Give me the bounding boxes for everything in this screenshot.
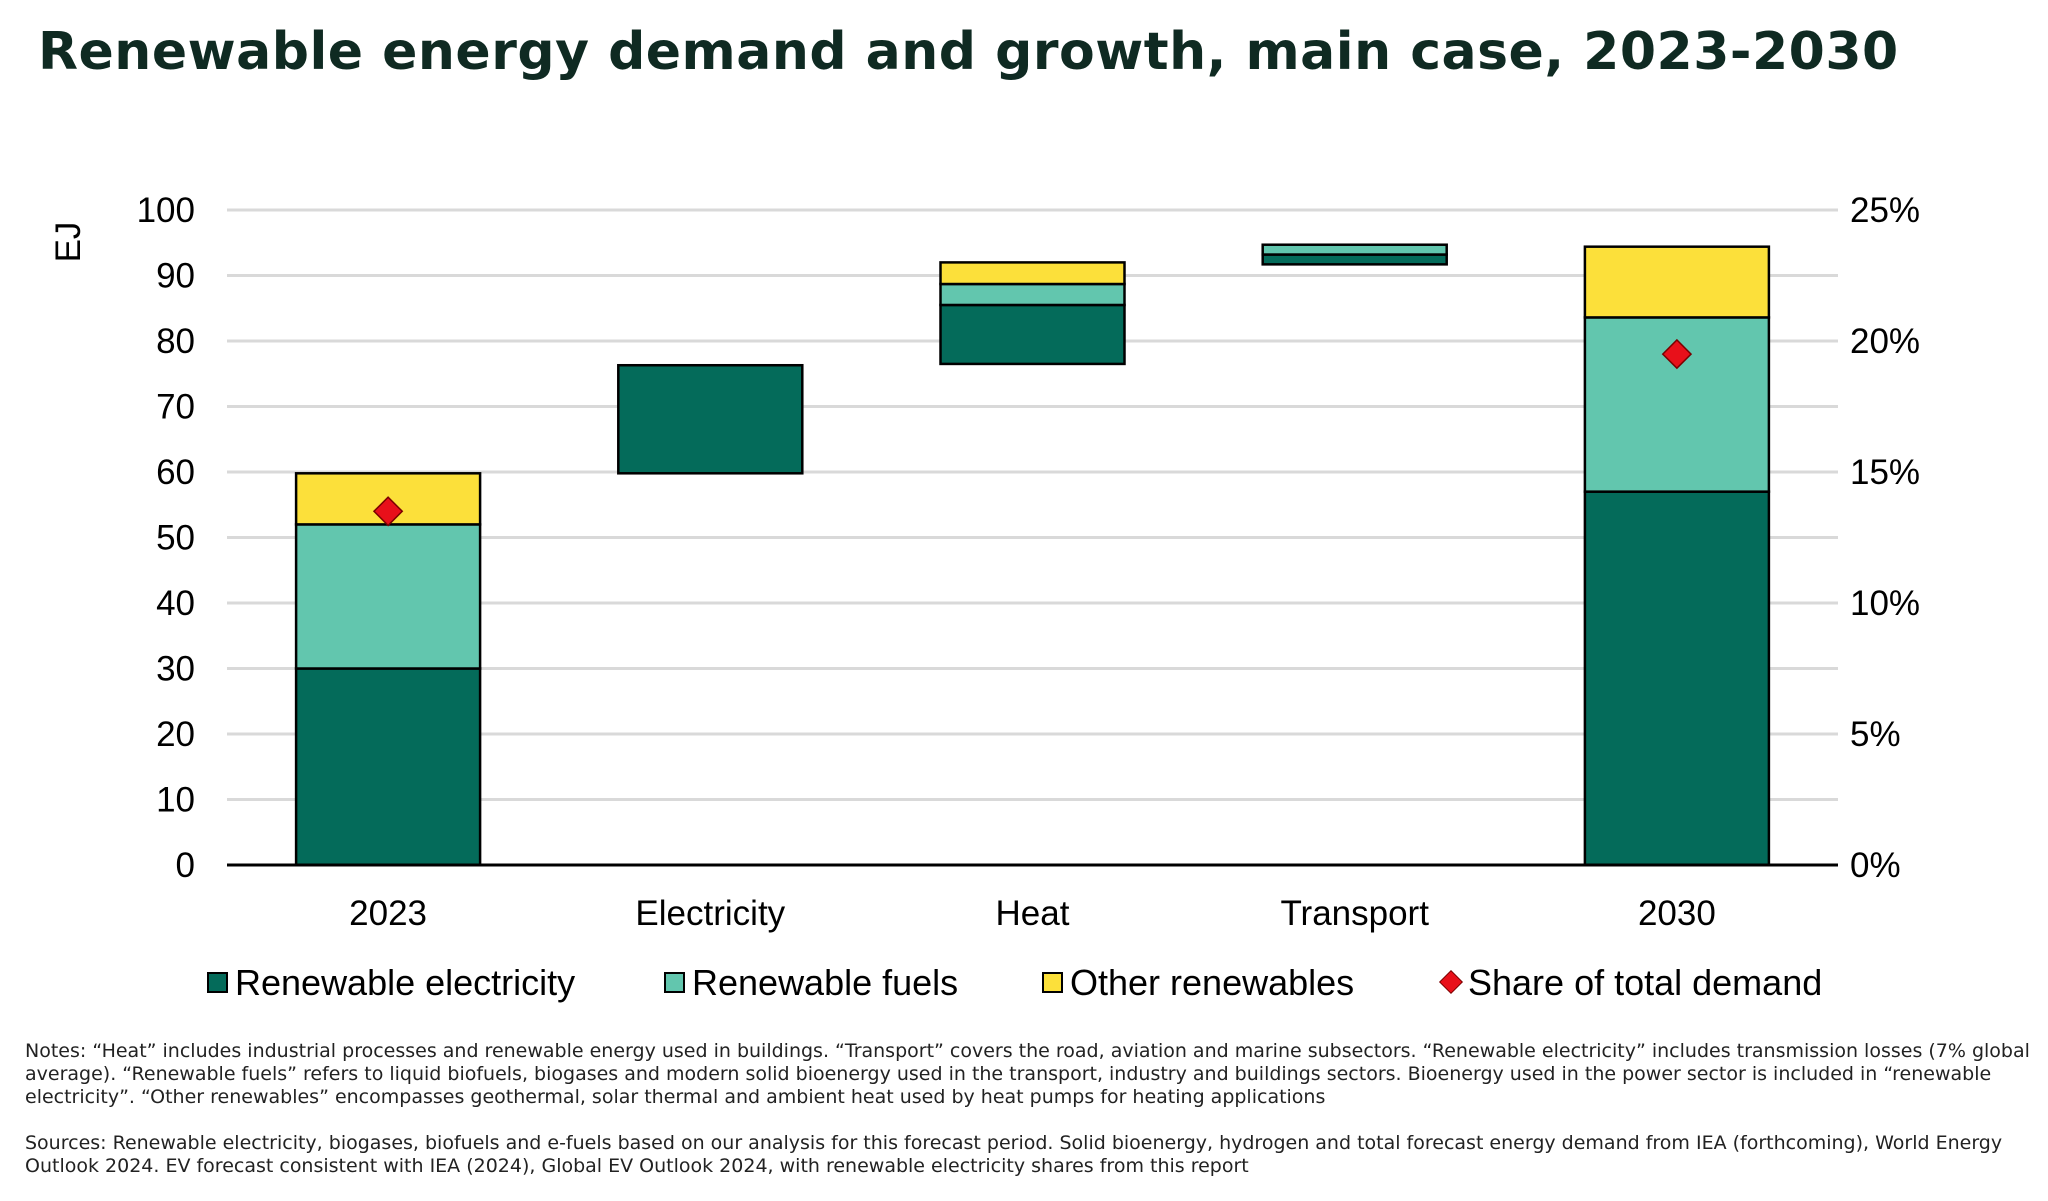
y2-tick-label: 5% <box>1850 715 1901 754</box>
bar-renewable-electricity <box>939 303 1126 366</box>
bar-renewable-electricity <box>1583 490 1771 867</box>
legend-label: Renewable electricity <box>235 962 575 1003</box>
y-axis-label: EJ <box>49 222 88 263</box>
x-tick-label: Electricity <box>635 894 785 933</box>
y2-tick-label: 10% <box>1850 584 1920 623</box>
x-tick-label: Heat <box>996 894 1070 933</box>
share-marker <box>1661 338 1693 370</box>
y-tick-label: 50 <box>156 519 195 558</box>
legend-swatch <box>207 972 228 993</box>
legend-swatch <box>1438 969 1464 995</box>
legend-label: Other renewables <box>1070 962 1354 1003</box>
y2-tick-label: 0% <box>1850 846 1901 885</box>
chart-title: Renewable energy demand and growth, main… <box>38 22 1899 82</box>
y2-tick-label: 25% <box>1850 191 1920 230</box>
sources-text: Sources: Renewable electricity, biogases… <box>25 1132 2003 1177</box>
legend-label: Renewable fuels <box>692 962 958 1003</box>
bar-other-renewables <box>939 261 1126 286</box>
y2-tick-label: 20% <box>1850 322 1920 361</box>
legend-swatch <box>664 972 685 993</box>
notes: Notes: “Heat” includes industrial proces… <box>25 1040 2035 1201</box>
y-tick-label: 30 <box>156 650 195 689</box>
y-tick-label: 10 <box>156 781 195 820</box>
y-tick-label: 100 <box>137 191 195 230</box>
chart: 01020304050607080901000%5%10%15%20%25%EJ… <box>49 191 1920 1003</box>
bar-renewable-fuels <box>939 282 1126 307</box>
y2-tick-label: 15% <box>1850 453 1920 492</box>
y-tick-label: 60 <box>156 453 195 492</box>
x-tick-label: 2023 <box>349 894 427 933</box>
notes-text: Notes: “Heat” includes industrial proces… <box>25 1040 2030 1108</box>
y-tick-label: 70 <box>156 388 195 427</box>
legend-swatch <box>1042 972 1063 993</box>
x-tick-label: 2030 <box>1638 894 1716 933</box>
share-marker <box>372 496 404 527</box>
y-tick-label: 20 <box>156 715 195 754</box>
bar-renewable-electricity <box>294 667 482 867</box>
legend-label: Share of total demand <box>1468 962 1822 1003</box>
bar-renewable-fuels <box>294 523 482 670</box>
bar-renewable-electricity <box>617 363 804 475</box>
y-tick-label: 0 <box>176 846 195 885</box>
bar-other-renewables <box>1583 245 1771 319</box>
y-tick-label: 80 <box>156 322 195 361</box>
bar-renewable-electricity <box>1261 253 1448 266</box>
bar-renewable-fuels <box>1261 243 1448 256</box>
y-tick-label: 40 <box>156 584 195 623</box>
x-tick-label: Transport <box>1280 894 1429 933</box>
y-tick-label: 90 <box>156 257 195 296</box>
